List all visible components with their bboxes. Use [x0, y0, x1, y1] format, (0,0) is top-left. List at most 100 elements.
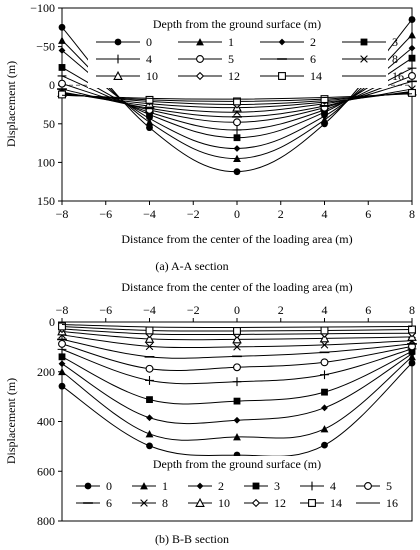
chart-b-series-0-marker — [58, 382, 66, 390]
chart-b-legend: Depth from the ground surface (m)0 1 2 3 4 56… — [68, 456, 406, 516]
chart-a-ytick-label: −50 — [36, 40, 55, 54]
chart-a-xtick-label: 0 — [234, 207, 240, 221]
chart-a-legend-item-3-marker — [360, 38, 368, 46]
chart-b-legend-label: 8 — [162, 496, 168, 510]
chart-a-series-0-marker — [233, 168, 241, 176]
chart-a-series-2-marker — [233, 145, 241, 152]
chart-a-legend-label: 16 — [392, 69, 404, 83]
chart-a-series-14-marker — [145, 95, 154, 104]
chart-a-legend-title: Depth from the ground surface (m) — [153, 17, 321, 31]
chart-a-series-5-marker — [408, 71, 416, 80]
chart-b-legend-label: 2 — [218, 479, 224, 493]
chart-a-legend-item-0-marker — [114, 38, 122, 46]
chart-a-legend-item-8-marker — [360, 55, 368, 63]
chart-a-series-0-marker — [146, 124, 153, 132]
chart-b-series-0-marker — [408, 359, 416, 367]
chart-b-ytick-label: 200 — [37, 365, 55, 379]
chart-a-xtick-label: −6 — [99, 207, 112, 221]
chart-a-series-16-line — [61, 93, 413, 100]
chart-a-series-16 — [61, 93, 413, 100]
chart-a-legend-item-14: 14 — [260, 69, 322, 83]
chart-b-series-16-line — [61, 323, 413, 328]
chart-b-legend-item-0-marker — [84, 482, 92, 490]
chart-b-legend-item-5-marker — [364, 482, 372, 490]
chart-a-legend-item-0: 0 — [96, 35, 152, 49]
chart-a-legend-label: 14 — [310, 69, 322, 83]
chart-b-series-3-marker — [233, 397, 241, 405]
chart-b-legend-item-5: 5 — [356, 479, 392, 493]
chart-b-series-4-marker — [320, 370, 329, 380]
chart-b-series-8-marker — [233, 343, 241, 351]
chart-b-series-14-marker — [233, 327, 241, 335]
chart-b-ytick-label: 0 — [49, 315, 55, 329]
chart-a-xtick-label: −4 — [143, 207, 156, 221]
chart-b-ticks: −8 −6 −4 −2 0 2 4 6 8 0 200 400 600 800 — [37, 303, 415, 528]
chart-a-series-1-marker — [233, 154, 241, 162]
chart-a-legend-label: 4 — [146, 52, 152, 66]
chart-b-legend-label: 12 — [274, 496, 286, 510]
chart-b-legend-item-4-marker — [307, 481, 317, 491]
chart-b-xtick-label: 4 — [322, 303, 328, 317]
chart-b-legend-label: 4 — [330, 479, 336, 493]
chart-b-series-1-marker — [145, 430, 154, 438]
chart-b-legend-item-1: 1 — [132, 479, 168, 493]
chart-b-series-0-marker — [146, 442, 153, 450]
chart-b-series-1-marker — [320, 425, 329, 433]
chart-a-series-2-marker — [146, 114, 153, 122]
chart-b-series-8-marker — [320, 341, 329, 349]
chart-b-series-5-marker — [233, 363, 241, 372]
chart-a-legend-item-1: 1 — [178, 35, 234, 49]
chart-a-series-2 — [58, 44, 416, 152]
chart-a-series-1-marker — [320, 116, 329, 124]
chart-a-xlabel: Distance from the center of the loading … — [121, 232, 352, 246]
panel-a-caption: (a) A-A section — [155, 259, 228, 273]
chart-b-ytick-label: 800 — [37, 514, 55, 528]
chart-b-series-1-marker — [233, 433, 241, 441]
chart-a-legend-label: 2 — [310, 35, 316, 49]
chart-a-legend-item-4: 4 — [96, 52, 152, 66]
chart-a-ytick-label: 0 — [49, 78, 55, 92]
chart-a-legend-label: 3 — [392, 35, 398, 49]
chart-a-series-14-marker — [58, 90, 66, 99]
chart-b-series-5-marker — [145, 364, 154, 373]
chart-b-series-5-marker — [58, 339, 66, 348]
chart-b-series-3-marker — [58, 353, 66, 361]
chart-b-xtick-label: 0 — [234, 303, 240, 317]
chart-b-series-10 — [57, 326, 417, 344]
chart-a-legend-item-5: 5 — [178, 52, 234, 66]
chart-a-xtick-label: 8 — [409, 207, 415, 221]
chart-b-ytick-label: 400 — [37, 415, 55, 429]
chart-b-ylabel: Displacement (m) — [4, 378, 18, 464]
chart-b-series-2-marker — [233, 416, 241, 424]
chart-b-legend-label: 3 — [274, 479, 280, 493]
chart-b-legend-item-16: 16 — [356, 496, 398, 510]
chart-a-legend-item-12: 12 — [178, 69, 240, 83]
chart-b-series-0-marker — [321, 441, 328, 449]
chart-a-legend-item-14-marker — [278, 72, 286, 80]
chart-b-series-4-marker — [145, 376, 154, 385]
chart-b-series-16 — [61, 323, 413, 328]
chart-a-series-0-marker — [58, 23, 66, 31]
chart-a-series-4-marker — [57, 71, 67, 81]
chart-a-xtick-label: 4 — [322, 207, 328, 221]
chart-a-legend-item-2: 2 — [260, 35, 316, 49]
chart-a-xtick-label: −2 — [187, 207, 200, 221]
chart-a-legend-item-3: 3 — [342, 35, 398, 49]
chart-b-xtick-label: −6 — [99, 303, 112, 317]
chart-b-series-2-marker — [58, 360, 66, 368]
chart-a-legend-item-6: 6 — [260, 52, 316, 66]
chart-b-series-14 — [58, 322, 416, 335]
panel-b-caption: (b) B-B section — [155, 532, 229, 546]
chart-a-legend-label: 8 — [392, 52, 398, 66]
chart-b-legend-item-2-marker — [196, 482, 204, 490]
chart-b-series-8-marker — [145, 342, 154, 351]
chart-b-legend-title: Depth from the ground surface (m) — [153, 457, 321, 471]
chart-b: Distance from the center of the loading … — [4, 280, 417, 546]
chart-b-legend-background — [68, 456, 406, 516]
chart-b-xlabel: Distance from the center of the loading … — [121, 280, 352, 294]
chart-b-ytick-label: 600 — [37, 464, 55, 478]
chart-a-ytick-label: 100 — [37, 155, 55, 169]
chart-b-legend-item-10: 10 — [188, 496, 230, 510]
chart-b-legend-item-12-marker — [251, 498, 261, 508]
